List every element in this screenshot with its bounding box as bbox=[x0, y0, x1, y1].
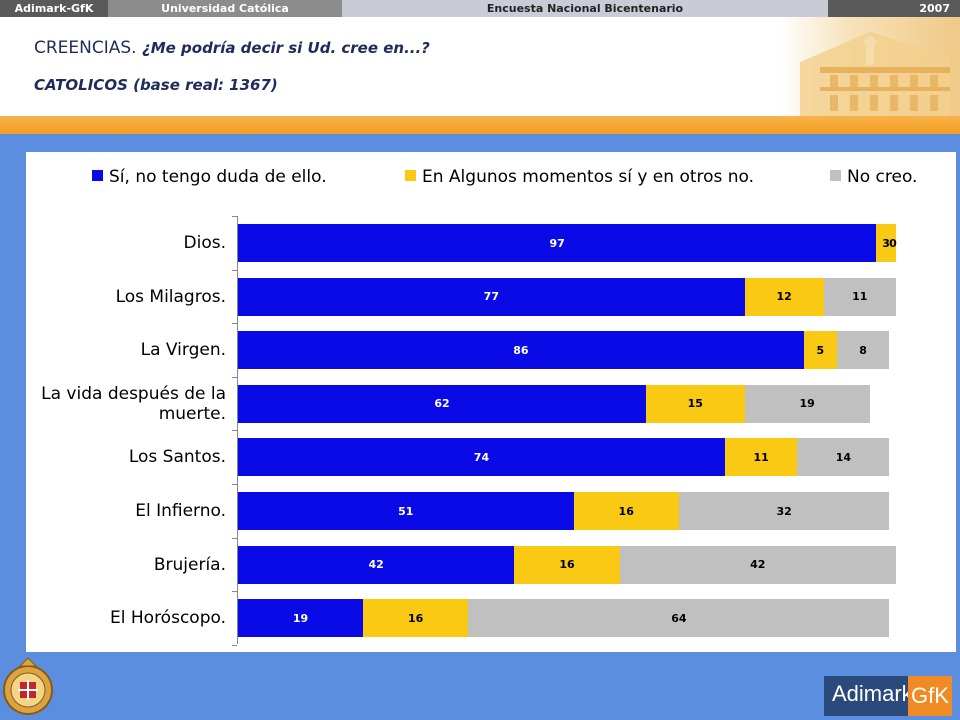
bar-segment-yes-brujeria: 42 bbox=[238, 545, 515, 584]
bar-segment-sometimes-la-virgen: 5 bbox=[803, 331, 837, 370]
bar-segment-sometimes-el-infierno: 16 bbox=[573, 492, 679, 530]
data-label: 11 bbox=[852, 290, 868, 304]
data-label: 86 bbox=[513, 343, 529, 357]
legend-label-sometimes: En Algunos momentos sí y en otros no. bbox=[422, 167, 755, 187]
bar-segment-yes-la-virgen: 86 bbox=[238, 331, 804, 370]
category-label-el-infierno: El Infierno. bbox=[135, 501, 226, 521]
bar-segment-sometimes-la-vida-despues-de-la-muerte: 15 bbox=[645, 384, 745, 423]
data-label: 64 bbox=[671, 611, 687, 625]
data-label: 32 bbox=[776, 504, 792, 518]
bar-segment-sometimes-brujeria: 16 bbox=[514, 545, 620, 584]
bar-segment-yes-la-vida-despues-de-la-muerte: 62 bbox=[238, 384, 646, 423]
university-seal-logo bbox=[3, 657, 53, 715]
y-axis-tick bbox=[232, 645, 237, 646]
data-label: 16 bbox=[618, 504, 634, 518]
legend-label-no: No creo. bbox=[847, 167, 918, 187]
year-text: 2007 bbox=[919, 2, 950, 15]
legend-swatch-sometimes bbox=[405, 170, 416, 181]
gfk-logo-text: GfK bbox=[908, 676, 952, 716]
bar-segment-yes-los-santos: 74 bbox=[238, 438, 725, 477]
bar-segment-sometimes-dios: 3 bbox=[876, 224, 896, 262]
data-label: 51 bbox=[398, 504, 414, 518]
y-axis-tick bbox=[232, 377, 237, 378]
bar-segment-no-brujeria: 42 bbox=[619, 545, 896, 584]
data-label: 3 bbox=[882, 236, 890, 250]
y-axis-tick bbox=[232, 538, 237, 539]
y-axis-tick bbox=[232, 323, 237, 324]
data-label: 19 bbox=[292, 611, 309, 625]
data-label: 16 bbox=[407, 611, 424, 625]
survey-label: Encuesta Nacional Bicentenario bbox=[342, 0, 828, 17]
data-label: 12 bbox=[776, 290, 792, 304]
category-label-la-virgen: La Virgen. bbox=[140, 340, 226, 361]
bar-segment-no-los-santos: 14 bbox=[797, 438, 890, 477]
legend-item-sometimes: En Algunos momentos sí y en otros no. bbox=[405, 167, 754, 187]
year-label: 2007 bbox=[828, 0, 960, 17]
category-label-los-milagros: Los Milagros. bbox=[115, 286, 226, 307]
bar-segment-no-el-horoscopo: 64 bbox=[468, 599, 890, 638]
bar-segment-sometimes-los-santos: 11 bbox=[724, 438, 798, 477]
page-title: CREENCIAS. ¿Me podría decir si Ud. cree … bbox=[34, 38, 430, 58]
data-label: 74 bbox=[473, 450, 490, 464]
data-label: 5 bbox=[816, 343, 825, 357]
legend-swatch-yes bbox=[92, 170, 103, 181]
y-axis-line bbox=[237, 216, 238, 644]
legend-item-no: No creo. bbox=[830, 167, 917, 187]
data-label: 11 bbox=[753, 450, 769, 464]
title-question: ¿Me podría decir si Ud. cree en...? bbox=[142, 39, 430, 57]
data-label: 62 bbox=[434, 397, 450, 411]
data-label: 0 bbox=[889, 236, 897, 250]
bar-segment-yes-dios: 97 bbox=[238, 224, 877, 262]
orange-band bbox=[0, 116, 960, 134]
data-label: 42 bbox=[368, 558, 384, 572]
bar-segment-yes-el-horoscopo: 19 bbox=[238, 599, 364, 638]
data-label: 14 bbox=[835, 450, 851, 464]
page-subtitle: CATOLICOS (base real: 1367) bbox=[34, 76, 278, 94]
data-label: 8 bbox=[859, 343, 867, 357]
building-illustration bbox=[780, 17, 960, 117]
y-axis-tick bbox=[232, 484, 237, 485]
category-label-dios: Dios. bbox=[183, 233, 226, 253]
legend-swatch-no bbox=[830, 170, 841, 181]
title-prefix: CREENCIAS. bbox=[34, 38, 137, 58]
bar-segment-yes-el-infierno: 51 bbox=[238, 492, 574, 530]
data-label: 16 bbox=[559, 558, 575, 572]
category-label-el-horoscopo: El Horóscopo. bbox=[110, 608, 226, 629]
bar-segment-sometimes-el-horoscopo: 16 bbox=[363, 599, 469, 638]
legend-label-yes: Sí, no tengo duda de ello. bbox=[109, 167, 327, 187]
data-label: 42 bbox=[750, 558, 766, 572]
bar-segment-sometimes-los-milagros: 12 bbox=[744, 277, 824, 316]
bar-segment-no-el-infierno: 32 bbox=[678, 492, 890, 530]
bar-segment-no-la-virgen: 8 bbox=[836, 331, 890, 370]
brand-label: Adimark-GfK bbox=[0, 0, 108, 17]
category-label-los-santos: Los Santos. bbox=[128, 447, 226, 468]
category-label-brujeria: Brujería. bbox=[153, 554, 226, 575]
category-label-la-vida-despues-de-la-muerte: La vida después de la muerte. bbox=[41, 383, 226, 424]
data-label: 77 bbox=[483, 290, 499, 304]
bar-segment-no-los-milagros: 11 bbox=[823, 277, 896, 316]
top-bar: Adimark-GfK Universidad Católica Encuest… bbox=[0, 0, 960, 17]
y-axis-tick bbox=[232, 270, 237, 271]
bar-segment-no-dios: 0 bbox=[888, 224, 898, 262]
y-axis-tick bbox=[232, 591, 237, 592]
data-label: 97 bbox=[549, 236, 565, 250]
adimark-logo-text: Adimark bbox=[832, 681, 913, 706]
bar-segment-no-la-vida-despues-de-la-muerte: 19 bbox=[744, 384, 870, 423]
adimark-gfk-logo: Adimark GfK bbox=[824, 676, 952, 716]
y-axis-tick bbox=[232, 216, 237, 217]
y-axis-tick bbox=[232, 430, 237, 431]
university-label: Universidad Católica bbox=[108, 0, 342, 17]
legend-item-yes: Sí, no tengo duda de ello. bbox=[92, 167, 327, 187]
bar-segment-yes-los-milagros: 77 bbox=[238, 277, 745, 316]
data-label: 19 bbox=[799, 397, 815, 411]
data-label: 15 bbox=[687, 397, 703, 411]
